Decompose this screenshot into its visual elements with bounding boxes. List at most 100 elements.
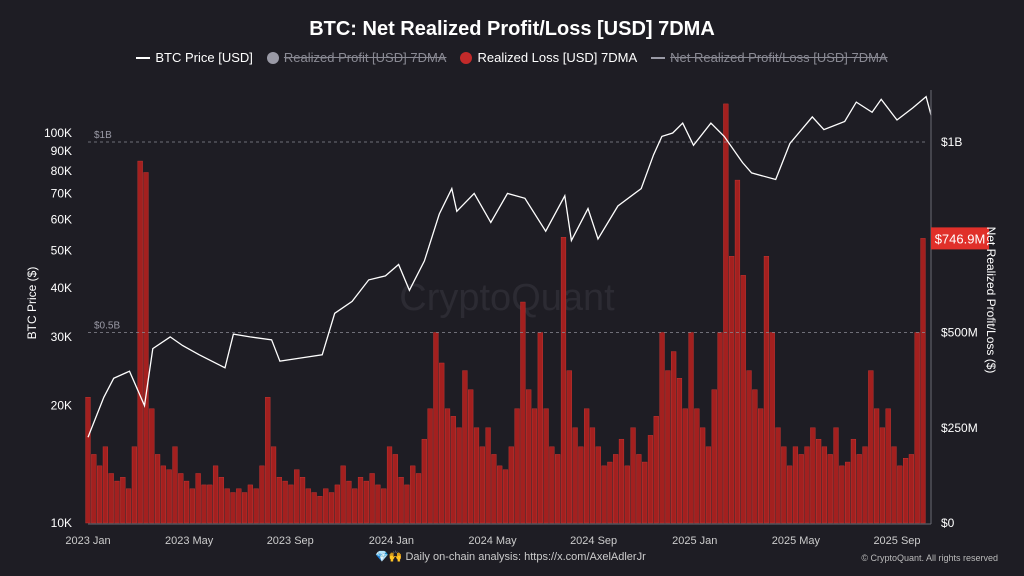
loss-bar (700, 427, 706, 524)
loss-bar (891, 446, 897, 524)
loss-bar (375, 484, 381, 524)
loss-bar (839, 465, 845, 524)
x-tick-label: 2024 Jan (369, 535, 414, 547)
loss-bar (827, 454, 833, 524)
loss-bar (154, 454, 161, 524)
loss-bar (178, 473, 184, 524)
legend-net-realized[interactable]: Net Realized Profit/Loss [USD] 7DMA (651, 50, 888, 65)
loss-bar (740, 275, 746, 524)
loss-bar (862, 446, 868, 524)
loss-bar (804, 446, 810, 524)
loss-bar (514, 408, 520, 524)
legend-btc-price[interactable]: BTC Price [USD] (136, 50, 253, 65)
loss-bar (120, 477, 126, 524)
loss-bar (682, 408, 688, 524)
x-tick-label: 2025 Jan (672, 535, 717, 547)
loss-bar (560, 237, 567, 524)
loss-bar (578, 446, 584, 524)
loss-bar (485, 427, 491, 524)
loss-bar (230, 492, 236, 524)
loss-bar (218, 477, 224, 524)
loss-bar (868, 370, 874, 524)
loss-bar (874, 408, 880, 524)
loss-bar (647, 435, 654, 524)
watermark: CryptoQuant (399, 277, 615, 319)
loss-bar (694, 408, 700, 524)
legend-label: BTC Price [USD] (155, 50, 253, 65)
loss-bar (479, 446, 485, 524)
loss-bar (856, 454, 862, 524)
loss-bar (305, 488, 311, 524)
loss-bar (595, 446, 601, 524)
emoji-icon: 💎🙌 (375, 551, 403, 563)
legend-realized-profit[interactable]: Realized Profit [USD] 7DMA (266, 50, 446, 65)
loss-bar (386, 446, 393, 524)
loss-bar (537, 332, 543, 524)
x-tick-label: 2023 May (165, 535, 214, 547)
loss-bar (659, 332, 665, 524)
loss-bar (340, 465, 346, 524)
loss-bar (845, 461, 851, 524)
loss-bar (531, 408, 538, 524)
legend-realized-loss[interactable]: Realized Loss [USD] 7DMA (460, 50, 637, 65)
loss-bar (415, 473, 422, 524)
loss-bar (798, 454, 804, 524)
loss-bar (363, 480, 369, 524)
loss-bar (328, 492, 335, 524)
loss-bar (520, 301, 526, 524)
loss-bar (439, 362, 445, 524)
last-value-label: $746.9M (935, 231, 986, 246)
x-tick-label: 2025 Sep (873, 535, 920, 547)
loss-bar (172, 446, 178, 524)
loss-bar (183, 480, 190, 524)
loss-bar (688, 332, 694, 524)
loss-bar (821, 446, 828, 524)
loss-bar (410, 465, 416, 524)
loss-bar (549, 446, 555, 524)
x-tick-label: 2025 May (772, 535, 821, 547)
loss-bar (920, 238, 926, 524)
loss-bar (624, 465, 630, 524)
loss-bar (323, 488, 329, 524)
loss-bar (879, 427, 886, 524)
loss-bar (294, 469, 300, 524)
loss-bar (653, 416, 659, 524)
loss-bar (665, 370, 671, 524)
loss-bar (96, 465, 103, 524)
loss-bar (572, 427, 578, 524)
loss-bar (850, 438, 857, 524)
loss-bar (555, 454, 561, 524)
y-right-tick-label: $250M (941, 421, 978, 435)
y-left-tick-label: 10K (51, 516, 72, 530)
dot-marker-icon (266, 51, 279, 64)
loss-bar (752, 389, 758, 524)
loss-bar (85, 397, 91, 524)
footer-link[interactable]: https://x.com/AxelAdlerJr (524, 551, 646, 563)
dot-marker-icon (460, 51, 473, 64)
loss-bar (497, 465, 503, 524)
loss-bar (450, 416, 456, 524)
y-left-tick-label: 20K (51, 399, 72, 413)
loss-bar (270, 446, 277, 524)
chart-title: BTC: Net Realized Profit/Loss [USD] 7DMA (309, 18, 715, 40)
legend-label: Realized Loss [USD] 7DMA (477, 50, 638, 65)
x-tick-label: 2023 Jan (65, 535, 110, 547)
loss-bar (543, 408, 549, 524)
loss-bar (589, 427, 596, 524)
loss-bar (566, 370, 572, 524)
y-left-tick-label: 40K (51, 281, 72, 295)
loss-bar (468, 389, 474, 524)
loss-bar (833, 427, 839, 524)
loss-bar (317, 496, 323, 524)
loss-bar (114, 480, 120, 524)
loss-bar (427, 408, 433, 524)
loss-bar (781, 446, 787, 524)
loss-bar (253, 488, 259, 524)
footer: 💎🙌 Daily on-chain analysis: https://x.co… (375, 550, 646, 563)
y-axis-left-label: BTC Price ($) (25, 267, 39, 340)
loss-bar (607, 461, 613, 524)
loss-bar (212, 465, 219, 524)
loss-bar (508, 446, 514, 524)
loss-bar (456, 427, 462, 524)
